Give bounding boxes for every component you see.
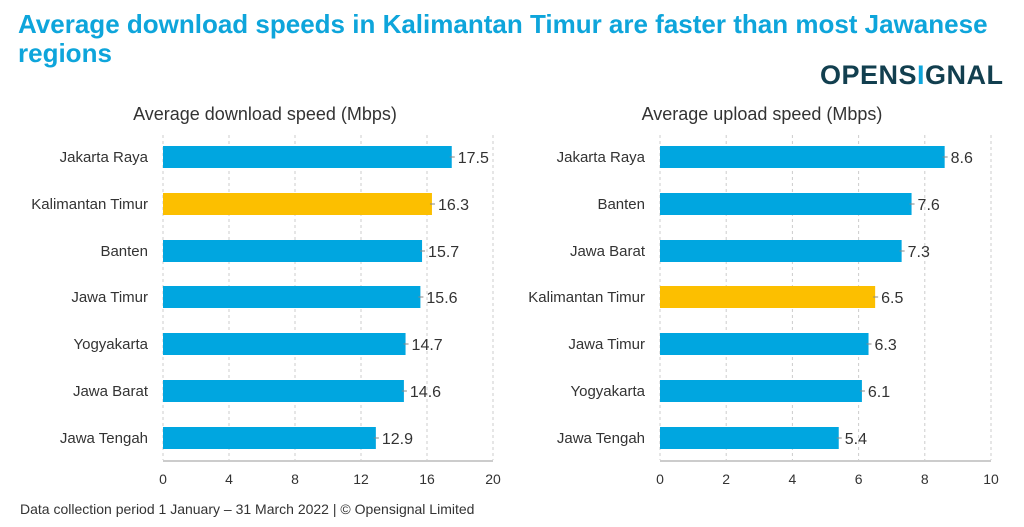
category-label: Jawa Barat: [73, 383, 149, 400]
data-label: 15.6: [426, 290, 457, 307]
category-label: Jawa Tengah: [557, 430, 645, 447]
data-label: 14.6: [410, 384, 441, 401]
category-label: Jakarta Raya: [557, 149, 646, 166]
bar: [660, 193, 912, 215]
bar: [163, 333, 406, 355]
bar: [163, 240, 423, 262]
data-label: 17.5: [458, 150, 489, 167]
bar: [660, 427, 839, 449]
x-tick-label: 20: [485, 471, 501, 487]
bar: [660, 333, 869, 355]
bar: [660, 286, 876, 308]
category-label: Yogyakarta: [570, 383, 645, 400]
bar: [163, 380, 404, 402]
x-tick-label: 0: [159, 471, 167, 487]
data-label: 6.1: [868, 384, 890, 401]
chart-title: Average upload speed (Mbps): [642, 104, 883, 124]
x-tick-label: 6: [855, 471, 863, 487]
bar: [163, 427, 376, 449]
chart-title: Average download speed (Mbps): [133, 104, 397, 124]
category-label: Yogyakarta: [73, 336, 148, 353]
category-label: Jawa Tengah: [60, 430, 148, 447]
data-label: 6.3: [875, 337, 897, 354]
footer-note: Data collection period 1 January – 31 Ma…: [20, 501, 475, 517]
category-label: Jawa Timur: [71, 289, 148, 306]
data-label: 7.3: [908, 244, 930, 261]
x-tick-label: 10: [983, 471, 999, 487]
data-label: 6.5: [881, 290, 903, 307]
category-label: Kalimantan Timur: [528, 289, 645, 306]
x-tick-label: 16: [419, 471, 435, 487]
page-title: Average download speeds in Kalimantan Ti…: [18, 9, 988, 68]
data-label: 16.3: [438, 197, 469, 214]
data-label: 7.6: [918, 197, 940, 214]
category-label: Banten: [100, 243, 148, 260]
bar: [660, 146, 945, 168]
bar: [163, 286, 421, 308]
category-label: Jawa Barat: [570, 243, 646, 260]
x-tick-label: 4: [789, 471, 797, 487]
data-label: 14.7: [412, 337, 443, 354]
bar: [660, 380, 862, 402]
bar: [660, 240, 902, 262]
x-tick-label: 4: [225, 471, 233, 487]
data-label: 8.6: [951, 150, 973, 167]
category-label: Jakarta Raya: [60, 149, 149, 166]
data-label: 5.4: [845, 431, 867, 448]
x-tick-label: 8: [291, 471, 299, 487]
data-label: 12.9: [382, 431, 413, 448]
data-label: 15.7: [428, 244, 459, 261]
category-label: Kalimantan Timur: [31, 196, 148, 213]
x-tick-label: 12: [353, 471, 369, 487]
x-tick-label: 2: [722, 471, 730, 487]
bar: [163, 193, 432, 215]
x-tick-label: 8: [921, 471, 929, 487]
bar: [163, 146, 452, 168]
category-label: Banten: [597, 196, 645, 213]
opensignal-logo: OPENSIGNAL: [820, 60, 1004, 90]
x-tick-label: 0: [656, 471, 664, 487]
category-label: Jawa Timur: [568, 336, 645, 353]
